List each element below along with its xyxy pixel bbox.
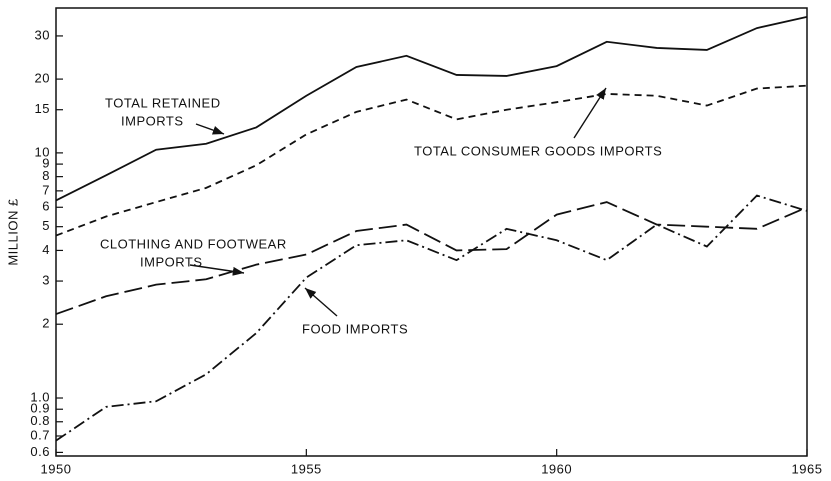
y-tick-label: 3 bbox=[42, 272, 50, 287]
series-line bbox=[55, 201, 808, 315]
plot-frame bbox=[55, 7, 808, 457]
series-line bbox=[55, 15, 808, 202]
series-annotation: IMPORTS bbox=[121, 113, 184, 128]
y-tick-label: 15 bbox=[35, 101, 50, 116]
y-tick-label: 7 bbox=[42, 182, 50, 197]
y-tick-label: 8 bbox=[42, 168, 50, 183]
y-tick-label: 2 bbox=[42, 316, 50, 331]
y-tick-label: 10 bbox=[35, 144, 50, 159]
y-tick-label: 5 bbox=[42, 218, 50, 233]
y-tick-label: 0.8 bbox=[30, 413, 50, 428]
y-tick-label: 20 bbox=[35, 71, 50, 86]
series-annotation: TOTAL RETAINED bbox=[105, 95, 221, 110]
y-tick-label: 0.9 bbox=[30, 401, 50, 416]
y-tick-label: 1.0 bbox=[30, 389, 50, 404]
y-tick-label: 30 bbox=[35, 27, 50, 42]
x-tick-label: 1955 bbox=[291, 461, 322, 476]
annotation-arrow bbox=[304, 287, 338, 317]
y-tick-label: 4 bbox=[42, 242, 50, 257]
y-tick-label: 9 bbox=[42, 156, 50, 171]
series-annotation: IMPORTS bbox=[140, 254, 203, 269]
y-axis-label: MILLION £ bbox=[5, 198, 20, 266]
annotation-arrow bbox=[195, 123, 225, 135]
y-tick-label: 0.7 bbox=[30, 427, 50, 442]
series-line bbox=[55, 194, 808, 442]
annotation-arrow bbox=[573, 87, 607, 139]
x-tick-label: 1965 bbox=[792, 461, 823, 476]
x-tick-label: 1950 bbox=[41, 461, 72, 476]
y-tick-label: 6 bbox=[42, 199, 50, 214]
series-annotation: FOOD IMPORTS bbox=[302, 321, 408, 336]
x-tick-label: 1960 bbox=[541, 461, 572, 476]
series-annotation: TOTAL CONSUMER GOODS IMPORTS bbox=[414, 143, 662, 158]
series-annotation: CLOTHING AND FOOTWEAR bbox=[100, 236, 287, 251]
y-tick-label: 0.6 bbox=[30, 444, 50, 459]
annotation-arrow bbox=[189, 264, 245, 276]
